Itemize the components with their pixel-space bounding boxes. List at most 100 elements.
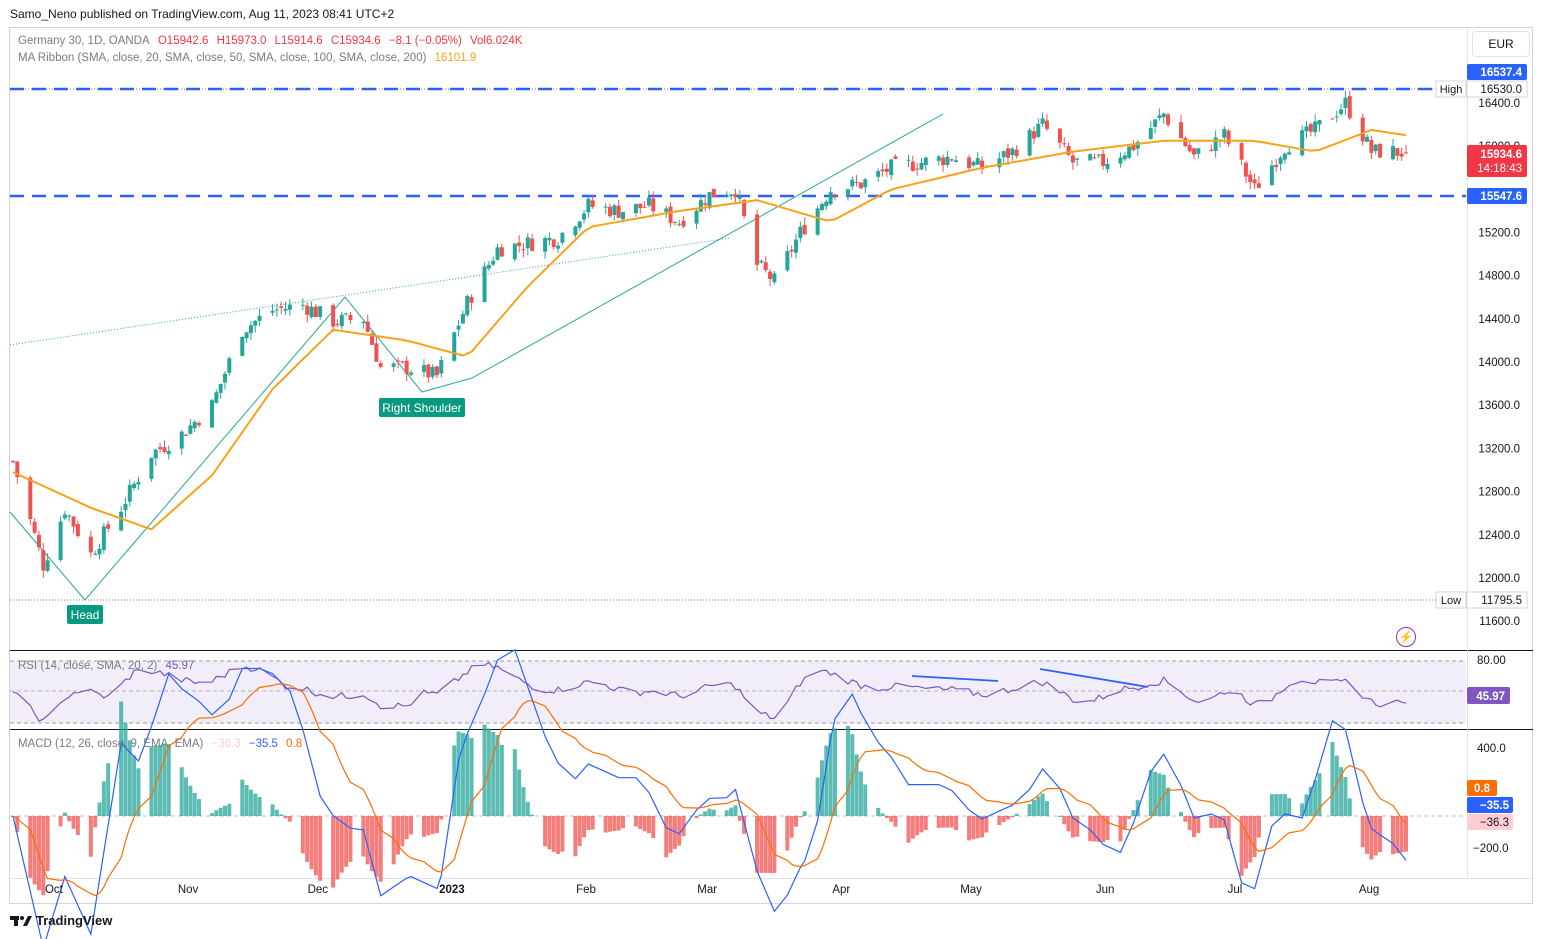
- candle-body: [1096, 154, 1101, 156]
- macd-histogram-bar: [802, 811, 807, 816]
- macd-histogram-bar: [547, 816, 552, 850]
- rsi-current-value: 45.97: [1476, 691, 1505, 703]
- macd-histogram-bar: [214, 810, 219, 816]
- macd-histogram-bar: [824, 745, 829, 816]
- macd-histogram-bar: [819, 760, 824, 816]
- macd-histogram-bar: [763, 816, 768, 873]
- macd-histogram-bar: [370, 816, 375, 872]
- macd-histogram-bar: [1001, 816, 1006, 823]
- candle-body: [97, 548, 102, 555]
- macd-histogram-bar: [32, 816, 37, 885]
- candle-body: [1166, 114, 1171, 125]
- macd-histogram-bar: [218, 807, 223, 816]
- candle-body: [300, 304, 305, 306]
- candle-body: [396, 360, 401, 362]
- macd-label[interactable]: MACD (12, 26, close, 9, EMA, EMA): [18, 738, 204, 750]
- macd-histogram-bar: [335, 816, 340, 880]
- candle-body: [547, 237, 552, 241]
- candle-body: [1282, 153, 1287, 160]
- macd-histogram-bar: [409, 816, 413, 835]
- candle-body: [543, 238, 548, 252]
- candle-body: [845, 189, 850, 196]
- candle-body: [214, 392, 219, 403]
- lightning-icon[interactable]: ⚡: [1396, 627, 1416, 647]
- candle-body: [1161, 113, 1166, 118]
- macd-histogram-bar: [1274, 794, 1279, 816]
- candle-body: [668, 206, 673, 223]
- macd-histogram-bar: [1070, 816, 1075, 838]
- candle-body: [642, 206, 647, 208]
- candle-body: [491, 260, 496, 265]
- hist-value: −36.3: [1480, 817, 1509, 829]
- candle-body: [612, 205, 617, 215]
- symbol-title[interactable]: Germany 30, 1D, OANDA: [18, 35, 150, 47]
- rsi-label[interactable]: RSI (14, close, SMA, 20, 2): [18, 660, 158, 672]
- candle-body: [244, 332, 249, 339]
- macd-histogram-bar: [1369, 816, 1374, 860]
- macd-histogram-bar: [1127, 816, 1132, 819]
- macd-histogram-bar: [1373, 816, 1378, 856]
- tradingview-footer[interactable]: TradingView: [10, 913, 112, 928]
- macd-histogram-bar: [638, 816, 643, 830]
- candle-body: [1101, 153, 1106, 167]
- macd-histogram-bar: [1213, 816, 1218, 828]
- macd-histogram-bar: [434, 816, 439, 834]
- candle-body: [482, 266, 487, 303]
- macd-histogram-bar: [1313, 780, 1318, 816]
- macd-histogram-bar: [1269, 794, 1274, 816]
- macd-histogram-bar: [300, 816, 305, 854]
- candle-body: [1040, 118, 1045, 124]
- macd-histogram-bar: [339, 816, 344, 873]
- rsi-divergence-line-2[interactable]: [1039, 668, 1149, 688]
- candle-body: [698, 200, 703, 212]
- macd-histogram-bar: [45, 816, 50, 872]
- macd-histogram-bar: [1135, 800, 1140, 816]
- rsi-divergence-line-1[interactable]: [911, 675, 999, 682]
- macd-histogram-bar: [910, 816, 915, 839]
- right-shoulder-label: Right Shoulder: [382, 401, 461, 415]
- candle-body: [1027, 129, 1032, 156]
- macd-histogram-bar: [1192, 816, 1197, 838]
- candle-body: [530, 238, 535, 251]
- change-value: −8.1 (−0.05%): [388, 35, 462, 47]
- price-tick-label: 12000.0: [1478, 573, 1520, 585]
- macd-histogram-bar: [1153, 771, 1158, 816]
- macd-histogram-bar: [184, 777, 189, 816]
- time-axis-ticks[interactable]: Oct Nov Dec 2023 Feb Mar Apr May Jun Jul Aug: [45, 884, 1379, 896]
- candle-body: [1399, 153, 1404, 157]
- moving-average-layer: [12, 128, 1407, 531]
- candle-body: [664, 208, 669, 212]
- macd-histogram-bar: [1062, 816, 1067, 825]
- candle-body: [794, 239, 799, 253]
- candle-body: [391, 363, 396, 367]
- ma-ribbon-label[interactable]: MA Ribbon (SMA, close, 20, SMA, close, 5…: [18, 52, 427, 64]
- head-shoulders-lines[interactable]: [9, 113, 944, 601]
- candle-body: [166, 450, 171, 455]
- price-tick-label: 15200.0: [1478, 228, 1520, 240]
- candle-body: [45, 560, 50, 571]
- candle-body: [452, 332, 457, 361]
- candle-body: [1131, 143, 1136, 151]
- macd-histogram-bar: [1209, 816, 1214, 829]
- price-tick-label: 11600.0: [1479, 616, 1520, 628]
- candle-body: [127, 484, 132, 502]
- macd-histogram-bar: [919, 816, 924, 833]
- candle-body: [1274, 164, 1279, 168]
- currency-button[interactable]: EUR: [1472, 31, 1530, 57]
- macd-histogram-bar: [733, 805, 738, 816]
- right-shoulder-annotation[interactable]: Right Shoulder: [379, 398, 465, 417]
- ohlc-low: L15914.6: [274, 35, 323, 47]
- time-tick-label: Nov: [178, 884, 199, 896]
- macd-histogram-bar: [1334, 755, 1339, 816]
- macd-histogram-bar: [789, 816, 794, 838]
- candle-body: [486, 264, 491, 269]
- candle-body: [997, 158, 1002, 168]
- price-tick-label: 13600.0: [1478, 400, 1520, 412]
- candle-body: [1006, 148, 1010, 158]
- dotted-neckline[interactable]: [9, 237, 731, 346]
- head-annotation[interactable]: Head: [67, 605, 103, 624]
- price-axis-ticks[interactable]: 16400.016000.015200.014800.014400.014000…: [1478, 98, 1520, 628]
- candle-body: [361, 321, 366, 324]
- macd-histogram-bar: [210, 813, 214, 816]
